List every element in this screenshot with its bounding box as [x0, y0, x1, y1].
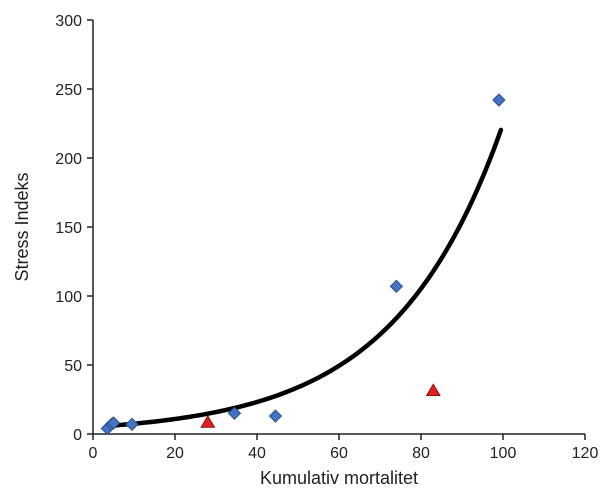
x-tick-label: 120 — [572, 445, 599, 462]
x-tick-label: 80 — [412, 445, 430, 462]
y-axis-title: Stress Indeks — [12, 172, 32, 281]
x-tick-label: 20 — [166, 445, 184, 462]
y-tick-label: 150 — [55, 220, 82, 237]
x-tick-label: 100 — [490, 445, 517, 462]
x-tick-label: 0 — [89, 445, 98, 462]
diamond-point — [227, 406, 242, 421]
x-tick-label: 60 — [330, 445, 348, 462]
diamond-point — [492, 93, 506, 107]
diamond-point — [389, 279, 404, 294]
x-axis-title: Kumulativ mortalitet — [260, 468, 418, 488]
y-tick-label: 50 — [64, 358, 82, 375]
triangle-point — [425, 383, 441, 397]
y-tick-label: 100 — [55, 289, 82, 306]
y-tick-label: 200 — [55, 151, 82, 168]
y-tick-label: 0 — [73, 427, 82, 444]
trendline — [105, 127, 504, 429]
diamond-point — [125, 417, 139, 432]
y-tick-label: 300 — [55, 13, 82, 30]
trendline-layer — [105, 127, 504, 429]
data-points — [100, 93, 506, 436]
x-tick-label: 40 — [248, 445, 266, 462]
diamond-point — [106, 416, 121, 430]
triangle-point — [200, 414, 216, 428]
axes: 0 50 100 150 200 250 300 0 20 40 60 80 100 120 — [55, 13, 598, 462]
diamond-point — [268, 409, 283, 423]
y-tick-label: 250 — [55, 82, 82, 99]
